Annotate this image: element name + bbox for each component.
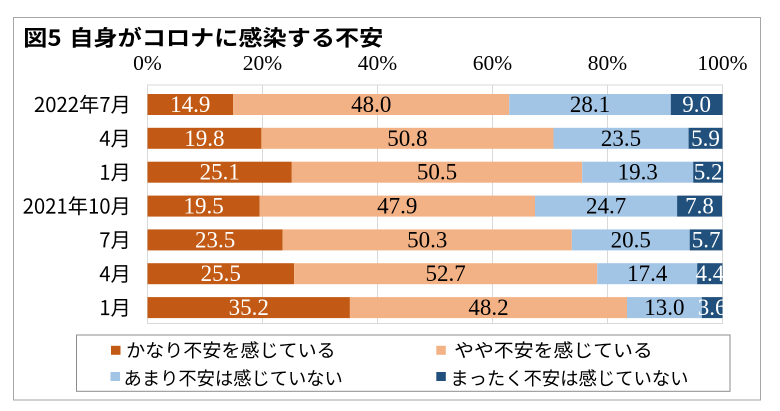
svg-text:60%: 60% xyxy=(473,51,513,75)
svg-text:0%: 0% xyxy=(133,51,162,75)
svg-text:100%: 100% xyxy=(697,51,747,75)
svg-text:23.5: 23.5 xyxy=(195,227,235,252)
svg-text:25.5: 25.5 xyxy=(201,261,241,286)
svg-text:20%: 20% xyxy=(243,51,283,75)
svg-text:48.2: 48.2 xyxy=(468,295,508,320)
svg-text:48.0: 48.0 xyxy=(351,92,391,117)
svg-text:50.8: 50.8 xyxy=(387,126,427,151)
svg-text:14.9: 14.9 xyxy=(170,92,210,117)
svg-text:17.4: 17.4 xyxy=(627,261,668,286)
svg-text:23.5: 23.5 xyxy=(601,126,641,151)
svg-text:7.8: 7.8 xyxy=(685,194,714,219)
svg-text:35.2: 35.2 xyxy=(229,295,269,320)
svg-text:9.0: 9.0 xyxy=(682,92,711,117)
svg-text:19.8: 19.8 xyxy=(184,126,224,151)
svg-text:52.7: 52.7 xyxy=(425,261,465,286)
svg-text:50.3: 50.3 xyxy=(407,227,447,252)
svg-text:3.6: 3.6 xyxy=(698,295,727,320)
svg-text:4.4: 4.4 xyxy=(696,261,725,286)
svg-text:28.1: 28.1 xyxy=(570,92,610,117)
svg-text:47.9: 47.9 xyxy=(377,194,417,219)
svg-text:80%: 80% xyxy=(588,51,628,75)
svg-text:19.3: 19.3 xyxy=(618,160,658,185)
svg-text:19.5: 19.5 xyxy=(183,194,223,219)
svg-text:5.7: 5.7 xyxy=(692,227,721,252)
svg-text:24.7: 24.7 xyxy=(586,194,626,219)
svg-text:5.9: 5.9 xyxy=(691,126,720,151)
svg-text:40%: 40% xyxy=(358,51,398,75)
svg-text:5.2: 5.2 xyxy=(694,160,723,185)
svg-text:50.5: 50.5 xyxy=(417,160,457,185)
svg-text:13.0: 13.0 xyxy=(644,295,684,320)
svg-text:25.1: 25.1 xyxy=(200,160,240,185)
svg-text:20.5: 20.5 xyxy=(611,227,651,252)
